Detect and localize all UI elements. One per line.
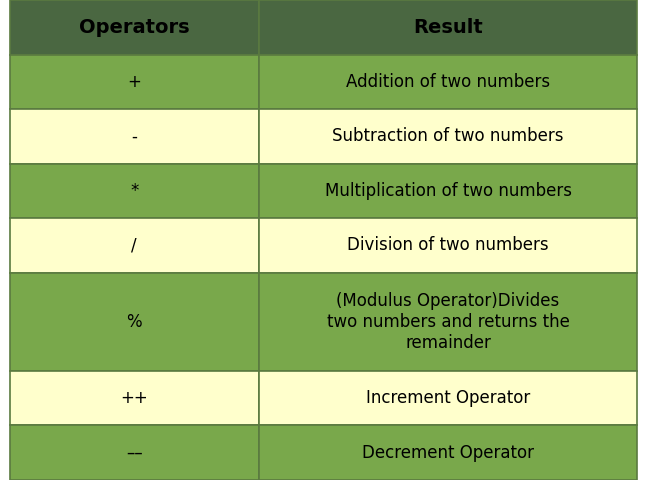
- Text: Addition of two numbers: Addition of two numbers: [346, 73, 550, 91]
- Text: ––: ––: [126, 444, 142, 462]
- Text: /: /: [131, 237, 137, 254]
- Text: %: %: [126, 313, 142, 331]
- Bar: [10, 218, 259, 273]
- Bar: [10, 164, 259, 218]
- Bar: [10, 273, 259, 371]
- Text: +: +: [127, 73, 141, 91]
- Text: Decrement Operator: Decrement Operator: [362, 444, 534, 462]
- Bar: [10, 371, 259, 425]
- Text: Result: Result: [413, 18, 483, 37]
- Bar: [259, 109, 637, 164]
- Bar: [259, 273, 637, 371]
- Text: Operators: Operators: [79, 18, 190, 37]
- Text: Subtraction of two numbers: Subtraction of two numbers: [333, 127, 564, 145]
- Text: ++: ++: [120, 389, 148, 407]
- Bar: [259, 55, 637, 109]
- Bar: [259, 164, 637, 218]
- Text: Multiplication of two numbers: Multiplication of two numbers: [325, 182, 571, 200]
- Bar: [259, 425, 637, 480]
- Text: -: -: [131, 127, 137, 145]
- Bar: [10, 0, 259, 55]
- Bar: [10, 55, 259, 109]
- Text: Division of two numbers: Division of two numbers: [347, 237, 549, 254]
- Bar: [259, 218, 637, 273]
- Bar: [259, 371, 637, 425]
- Text: *: *: [130, 182, 138, 200]
- Bar: [10, 109, 259, 164]
- Text: Increment Operator: Increment Operator: [366, 389, 530, 407]
- Text: (Modulus Operator)Divides
two numbers and returns the
remainder: (Modulus Operator)Divides two numbers an…: [327, 292, 569, 352]
- Bar: [10, 425, 259, 480]
- Bar: [259, 0, 637, 55]
